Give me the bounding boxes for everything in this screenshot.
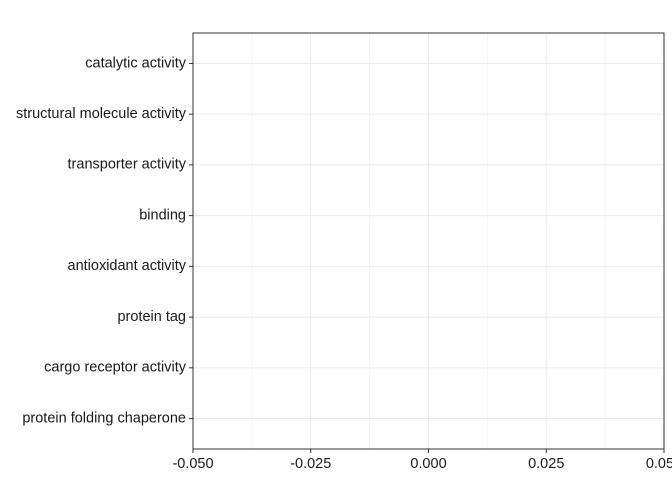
y-tick-label: protein folding chaperone bbox=[22, 410, 186, 426]
y-tick-label: protein tag bbox=[117, 309, 186, 325]
y-tick-label: catalytic activity bbox=[85, 55, 186, 71]
y-tick-label: cargo receptor activity bbox=[44, 360, 187, 376]
panel-border bbox=[192, 32, 665, 450]
y-tick-label: antioxidant activity bbox=[68, 258, 187, 274]
x-tick-label: 0.000 bbox=[410, 456, 446, 472]
x-tick-label: -0.050 bbox=[172, 456, 213, 472]
x-tick-label: -0.025 bbox=[290, 456, 331, 472]
x-tick-label: 0.025 bbox=[528, 456, 564, 472]
y-tick-label: structural molecule activity bbox=[16, 106, 187, 122]
y-tick-label: transporter activity bbox=[68, 157, 187, 173]
x-tick-label: 0.050 bbox=[646, 456, 672, 472]
y-tick-label: binding bbox=[139, 207, 186, 223]
